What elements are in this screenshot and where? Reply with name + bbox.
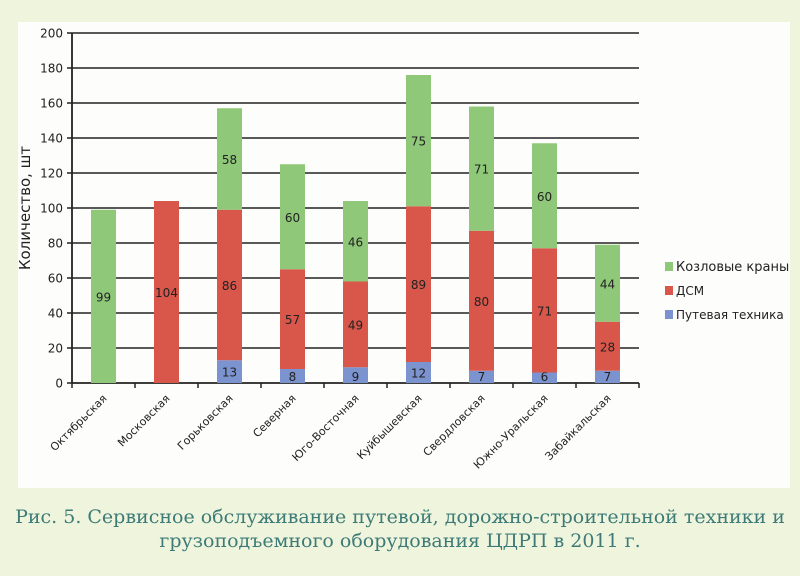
bar-segment — [280, 369, 305, 383]
bar-segment — [217, 209, 242, 361]
x-tick-label: Свердловская — [421, 392, 488, 459]
data-label: 8 — [289, 370, 297, 384]
x-tick-label: Забайкальская — [543, 392, 614, 463]
data-label: 9 — [352, 370, 360, 384]
x-tick-label: Октябрьская — [48, 392, 110, 454]
y-tick-label: 100 — [40, 202, 63, 216]
figure-caption-line-2: грузоподъемного оборудования ЦДРП в 2011… — [159, 530, 641, 552]
data-label: 46 — [348, 235, 363, 249]
data-label: 49 — [348, 318, 363, 332]
y-tick-label: 20 — [48, 342, 63, 356]
data-label: 60 — [285, 211, 300, 225]
bar-segment — [532, 372, 557, 383]
y-tick-label: 40 — [48, 307, 63, 321]
data-label: 75 — [411, 135, 426, 149]
data-label: 58 — [222, 153, 237, 167]
y-axis-title: Количество, шт — [18, 146, 34, 271]
y-tick-label: 180 — [40, 62, 63, 76]
legend-label: Путевая техника — [676, 308, 784, 322]
bar-segment — [343, 201, 368, 282]
data-label: 80 — [474, 295, 489, 309]
y-tick-label: 140 — [40, 132, 63, 146]
legend-label: ДСМ — [676, 284, 704, 298]
x-tick-label: Горьковская — [175, 392, 236, 453]
x-tick-label: Московская — [115, 392, 172, 449]
data-label: 57 — [285, 313, 300, 327]
x-tick-label: Юго-Восточная — [290, 392, 362, 464]
bar-segment — [595, 321, 620, 371]
y-tick-label: 80 — [48, 237, 63, 251]
data-label: 7 — [604, 370, 612, 384]
bar-segment — [532, 143, 557, 249]
data-label: 13 — [222, 366, 237, 380]
y-tick-label: 160 — [40, 97, 63, 111]
data-label: 28 — [600, 340, 615, 354]
stacked-bar-chart: 0 20 40 60 80 100 120 140 160 180 200 Количество, ш… — [18, 27, 789, 472]
data-label: 89 — [411, 278, 426, 292]
data-label: 44 — [600, 277, 615, 291]
legend-label: Козловые краны — [676, 260, 789, 275]
bar-segment — [406, 206, 431, 362]
data-label: 60 — [537, 190, 552, 204]
y-tick-label: 120 — [40, 167, 63, 181]
figure-caption-line-1: Рис. 5. Сервисное обслуживание путевой, … — [15, 506, 785, 528]
bar-segment — [217, 108, 242, 210]
bar-segment — [595, 244, 620, 322]
data-label: 7 — [478, 370, 486, 384]
bar-segment — [91, 209, 116, 383]
data-label: 99 — [96, 290, 111, 304]
bar-segment — [154, 201, 179, 383]
x-tick-label: Куйбышевская — [354, 392, 424, 462]
legend-swatch — [665, 286, 673, 295]
legend-swatch — [665, 262, 673, 271]
bar-segment — [469, 370, 494, 383]
y-tick-label: 0 — [55, 377, 63, 391]
data-label: 104 — [155, 286, 178, 300]
y-tick-label: 200 — [40, 27, 63, 41]
bar-segment — [280, 269, 305, 369]
legend-swatch — [665, 310, 673, 319]
bar-segment — [280, 164, 305, 270]
bar-segment — [217, 360, 242, 383]
bar-segment — [406, 362, 431, 383]
x-tick-label: Северная — [250, 392, 298, 440]
bar-segment — [469, 230, 494, 371]
bar-segment — [406, 75, 431, 207]
data-label: 86 — [222, 279, 237, 293]
data-label: 71 — [537, 304, 552, 318]
bar-segment — [469, 106, 494, 231]
bar-segment — [595, 370, 620, 383]
data-label: 12 — [411, 367, 426, 381]
data-label: 71 — [474, 163, 489, 177]
data-label: 6 — [541, 370, 549, 384]
bar-segment — [343, 367, 368, 383]
chart-panel: 0 20 40 60 80 100 120 140 160 180 200 Количество, ш… — [18, 22, 790, 488]
bar-segment — [532, 248, 557, 373]
y-tick-label: 60 — [48, 272, 63, 286]
bar-segment — [343, 281, 368, 368]
